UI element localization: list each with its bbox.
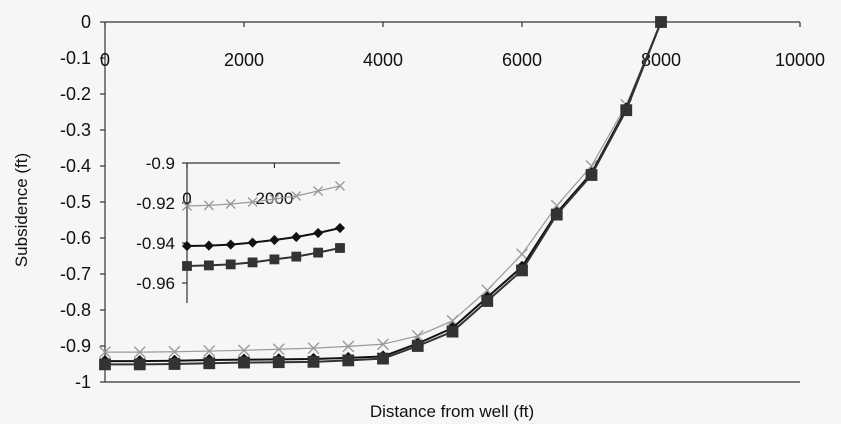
data-point [272, 356, 285, 369]
data-point [516, 248, 528, 261]
inset-plot: -0.9-0.92-0.94-0.960 2000 [120, 150, 346, 315]
inset-data-point [203, 200, 214, 211]
data-point [133, 358, 146, 371]
y-axis-title: Subsidence (ft) [12, 153, 31, 267]
inset-data-point [247, 237, 258, 248]
inset-data-point [269, 194, 280, 204]
inset-data-point [334, 222, 346, 234]
y-tick-label: -1 [75, 372, 91, 392]
data-point [203, 345, 216, 358]
data-point [307, 342, 320, 355]
inset-background [120, 150, 346, 315]
data-point [307, 355, 320, 368]
y-tick-label: -0.9 [60, 336, 91, 356]
data-point [342, 354, 355, 367]
data-point [516, 264, 528, 277]
inset-data-point [182, 201, 192, 211]
data-point [168, 345, 181, 358]
main-series-group [98, 15, 668, 371]
x-axis-title: Distance from well (ft) [370, 402, 534, 421]
y-tick-label: -0.6 [60, 228, 91, 248]
data-point [238, 356, 250, 369]
inset-data-point [203, 260, 214, 271]
inset-data-point [335, 243, 345, 253]
inset-x-tick-label: 0 [182, 189, 191, 208]
y-tick-label: -0.5 [60, 192, 91, 212]
y-tick-label: -0.2 [60, 84, 91, 104]
inset-data-point [269, 234, 280, 246]
data-point [377, 352, 389, 365]
inset-series-x [182, 181, 345, 211]
inset-data-point [225, 199, 236, 209]
data-point [585, 169, 598, 181]
data-point [133, 346, 146, 359]
data-point [620, 104, 633, 117]
data-point [655, 16, 667, 28]
inset-data-point [313, 247, 324, 258]
data-point [411, 329, 424, 342]
inset-series-diamond [181, 222, 346, 252]
data-point [377, 338, 389, 351]
data-point [272, 343, 285, 356]
inset-data-point [291, 191, 302, 201]
x-tick-label: 6000 [502, 50, 542, 70]
inset-series-line [186, 185, 341, 207]
series-x [99, 16, 667, 359]
main-plot: 0 -0.1 -0.2 -0.3 -0.4 -0.5 -0.6 -0.7 -0.8 -0.9 -1 0… [60, 12, 825, 392]
x-tick-label: 10000 [775, 50, 825, 70]
data-point [238, 344, 250, 357]
inset-data-point [181, 240, 193, 252]
inset-y-tick-label: -0.94 [136, 234, 175, 253]
inset-y-tick-label: -0.96 [136, 274, 175, 293]
y-tick-label: -0.3 [60, 120, 91, 140]
inset-data-point [269, 254, 280, 265]
inset-data-point [335, 181, 345, 191]
x-tick-label: 0 [100, 50, 110, 70]
data-point [550, 208, 563, 221]
series-square [99, 16, 667, 371]
inset-axes: -0.9-0.92-0.94-0.960 2000 [136, 154, 340, 303]
inset-data-point [182, 261, 192, 271]
data-point [99, 358, 111, 371]
inset-data-point [291, 231, 302, 243]
inset-y-tick-label: -0.9 [146, 154, 175, 173]
inset-data-point [247, 257, 258, 268]
inset-series-group [181, 181, 346, 271]
data-point [481, 295, 494, 307]
data-point [99, 346, 111, 359]
data-point [446, 325, 459, 338]
x-tick-label: 8000 [641, 50, 681, 70]
y-tick-label: -0.8 [60, 300, 91, 320]
data-point [411, 340, 424, 352]
inset-data-point [313, 227, 324, 239]
inset-data-point [247, 197, 258, 207]
data-point [342, 340, 355, 353]
inset-data-point [225, 239, 236, 250]
y-tick-label: -0.7 [60, 264, 91, 284]
inset-data-point [203, 240, 214, 251]
data-point [168, 358, 181, 370]
inset-series-square [182, 243, 345, 271]
inset-y-tick-label: -0.92 [136, 194, 175, 213]
main-axes: 0 -0.1 -0.2 -0.3 -0.4 -0.5 -0.6 -0.7 -0.8 -0.9 -1 0… [60, 12, 825, 392]
data-point [203, 357, 216, 370]
x-tick-label: 4000 [363, 50, 403, 70]
y-tick-label: -0.4 [60, 156, 91, 176]
y-tick-label: 0 [81, 12, 91, 32]
y-tick-label: -0.1 [60, 48, 91, 68]
inset-data-point [225, 259, 236, 270]
inset-data-point [291, 251, 302, 262]
inset-data-point [313, 186, 324, 196]
x-tick-label: 2000 [224, 50, 264, 70]
